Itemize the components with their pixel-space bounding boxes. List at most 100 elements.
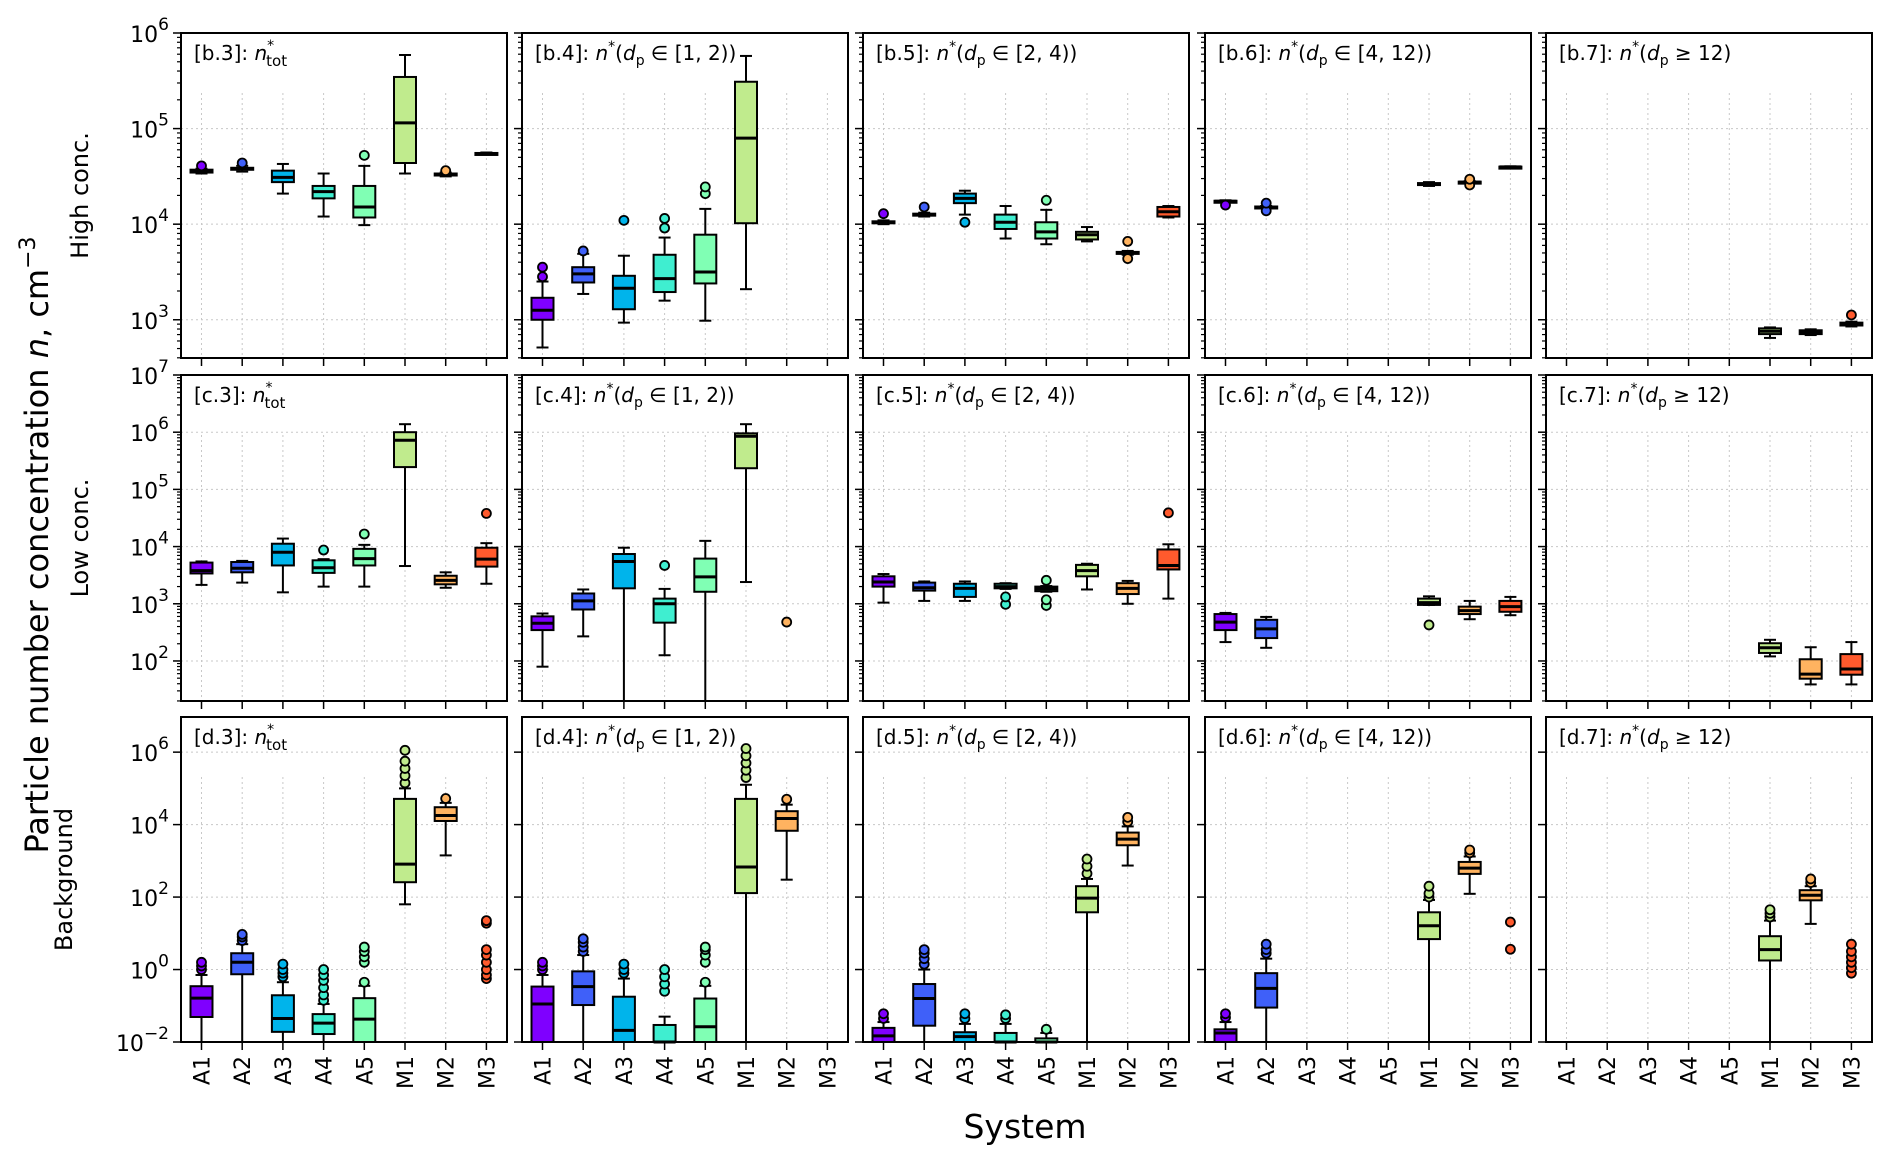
outlier-point <box>358 976 370 988</box>
box-A1 <box>1213 1008 1238 1044</box>
axes-frame <box>521 32 849 359</box>
box-A3 <box>611 214 636 324</box>
box-A1 <box>530 612 555 668</box>
outlier-point <box>358 149 370 161</box>
y-tick-label: 106 <box>130 734 169 767</box>
box-A3 <box>611 958 636 1043</box>
panel-title: [d.5]: n*(dp ∈ [2, 4)) <box>876 723 1077 753</box>
outlier-point <box>618 958 630 970</box>
box-M1 <box>1417 181 1441 187</box>
x-tick-label: M2 <box>1117 1056 1142 1089</box>
outlier-point <box>1260 938 1272 950</box>
box-A1 <box>1213 611 1238 644</box>
y-tick-label: 105 <box>130 471 169 504</box>
x-tick-label: A4 <box>995 1056 1020 1085</box>
box-iqr <box>652 1023 677 1044</box>
outlier-point <box>878 208 889 220</box>
outlier-point <box>358 941 370 953</box>
box-iqr <box>393 431 417 469</box>
box-A5 <box>352 941 377 1044</box>
outlier-point <box>1040 594 1052 606</box>
box-A5 <box>693 181 718 322</box>
axes-frame <box>180 716 508 1043</box>
box-iqr <box>952 582 977 598</box>
box-M1 <box>1758 638 1782 658</box>
box-M2 <box>433 571 458 589</box>
outlier-point <box>1846 309 1857 321</box>
outlier-point <box>959 216 971 228</box>
box-A2 <box>571 933 596 1042</box>
box-M2 <box>433 165 458 178</box>
outlier-point <box>1040 1023 1052 1035</box>
box-iqr <box>693 233 718 285</box>
box-A5 <box>693 539 718 701</box>
box-A2 <box>1254 197 1279 217</box>
outlier-point <box>480 915 492 927</box>
panel-c-6: [c.6]: n*(dp ∈ [4, 12)) <box>1197 374 1532 709</box>
x-tick-label: A2 <box>1596 1056 1621 1085</box>
box-iqr <box>352 184 377 219</box>
outlier-point <box>1805 873 1817 885</box>
x-tick-label: A3 <box>613 1056 638 1085</box>
x-tick-label: M3 <box>1157 1056 1182 1089</box>
x-tick-label: A3 <box>1296 1056 1321 1085</box>
outlier-point <box>537 956 548 968</box>
outlier-point <box>318 964 330 975</box>
box-iqr <box>912 983 937 1027</box>
y-tick-label: 106 <box>130 414 169 447</box>
x-axis-label: System <box>963 1107 1086 1146</box>
row-label: High conc. <box>66 132 94 259</box>
box-A1 <box>871 208 896 226</box>
box-iqr <box>1213 1028 1238 1044</box>
box-iqr <box>393 797 417 884</box>
panel-title: [b.6]: n*(dp ∈ [4, 12)) <box>1218 39 1432 69</box>
outlier-point <box>1423 880 1435 892</box>
y-tick-label: 104 <box>130 529 169 562</box>
box-M3 <box>1498 165 1523 170</box>
box-A2 <box>230 928 255 1042</box>
outlier-point <box>358 528 370 540</box>
axes-frame <box>1545 716 1873 1043</box>
x-tick-label: A5 <box>1718 1056 1743 1085</box>
x-tick-label: M2 <box>776 1056 801 1089</box>
box-A2 <box>571 588 596 638</box>
box-M2 <box>1115 579 1140 605</box>
x-tick-label: A1 <box>191 1056 216 1085</box>
x-tick-label: A3 <box>272 1056 297 1085</box>
box-M1 <box>734 743 758 1042</box>
panel-c-4: [c.4]: n*(dp ∈ [1, 2)) <box>514 374 849 709</box>
box-M2 <box>781 616 793 628</box>
x-tick-label: A5 <box>353 1056 378 1085</box>
outlier-point <box>659 964 670 975</box>
y-tick-label: 10−2 <box>116 1024 169 1057</box>
box-M2 <box>1798 646 1823 686</box>
panel-b-7: [b.7]: n*(dp ≥ 12) <box>1538 32 1873 366</box>
panel-title: [b.7]: n*(dp ≥ 12) <box>1559 39 1731 69</box>
outlier-point <box>1000 591 1011 603</box>
box-iqr <box>611 274 636 311</box>
axes-frame <box>521 374 849 702</box>
x-tick-label: A3 <box>1637 1056 1662 1085</box>
panel-d-5: A1 A2 A3 A4 A5 M1 M2 M3 [d.5]: n*(dp ∈ [2, 4)) <box>855 716 1190 1089</box>
box-A3 <box>952 1008 977 1044</box>
outlier-point <box>577 245 589 257</box>
box-M3 <box>1505 916 1516 955</box>
box-A5 <box>1034 574 1059 611</box>
box-A1 <box>871 1008 896 1043</box>
box-iqr <box>611 553 636 590</box>
panel-title: [c.4]: n*(dp ∈ [1, 2)) <box>535 381 735 411</box>
axes-frame <box>1204 32 1532 359</box>
y-tick-label: 103 <box>130 302 169 335</box>
panel-title: [b.5]: n*(dp ∈ [2, 4)) <box>876 39 1077 69</box>
x-tick-label: A5 <box>694 1056 719 1085</box>
x-tick-label: M2 <box>435 1056 460 1089</box>
box-iqr <box>1839 653 1864 676</box>
y-axis-label-pre: Particle number concentration <box>18 358 56 853</box>
panel-grid: High conc. 103 104 105 106 [b.3]: n* tot [b.4]:… <box>50 15 1873 1089</box>
box-A2 <box>1254 938 1279 1042</box>
y-axis-label-exp: −3 <box>16 236 41 268</box>
outlier-point <box>1163 507 1174 519</box>
outlier-point <box>1464 173 1476 185</box>
axes-frame <box>1204 374 1532 702</box>
y-axis-super-label: Particle number concentration n, cm−3 <box>16 236 56 853</box>
